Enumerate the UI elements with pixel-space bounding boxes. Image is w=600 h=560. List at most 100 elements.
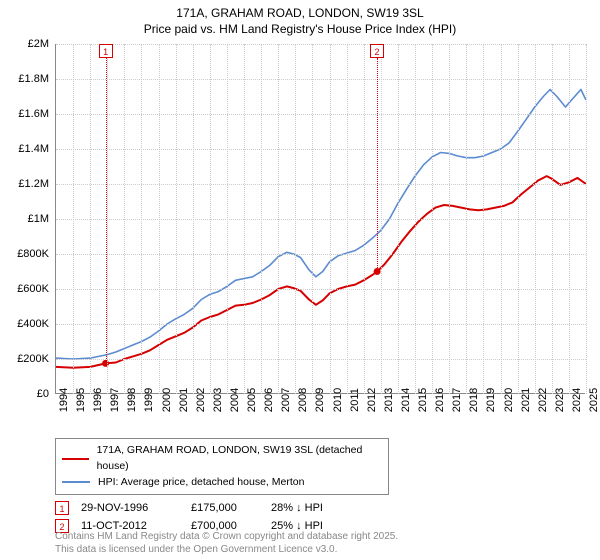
x-axis-label: 2024	[571, 388, 583, 412]
y-gridline	[56, 324, 586, 325]
x-gridline	[432, 44, 433, 394]
y-gridline	[56, 184, 586, 185]
x-axis-label: 2006	[263, 388, 275, 412]
y-axis-label: £800K	[0, 248, 49, 260]
y-gridline	[56, 254, 586, 255]
sale-rows: 129-NOV-1996£175,00028% ↓ HPI211-OCT-201…	[55, 501, 585, 533]
x-axis-label: 2020	[503, 388, 515, 412]
legend-label: HPI: Average price, detached house, Mert…	[98, 475, 304, 491]
x-gridline	[193, 44, 194, 394]
sale-marker-box: 1	[99, 44, 113, 58]
title-block: 171A, GRAHAM ROAD, LONDON, SW19 3SL Pric…	[0, 0, 600, 37]
x-axis-label: 2016	[434, 388, 446, 412]
y-axis-label: £1.6M	[0, 108, 49, 120]
x-gridline	[176, 44, 177, 394]
x-gridline	[552, 44, 553, 394]
x-axis-label: 2007	[280, 388, 292, 412]
x-gridline	[159, 44, 160, 394]
sale-row: 1 29-NOV-1996£175,00028% ↓ HPI	[55, 501, 585, 515]
x-gridline	[107, 44, 108, 394]
x-gridline	[124, 44, 125, 394]
x-gridline	[347, 44, 348, 394]
x-gridline	[449, 44, 450, 394]
x-gridline	[466, 44, 467, 394]
x-gridline	[398, 44, 399, 394]
sale-row-marker: 1	[55, 501, 69, 515]
x-axis-label: 2003	[212, 388, 224, 412]
x-axis-label: 2021	[520, 388, 532, 412]
x-axis-label: 1998	[126, 388, 138, 412]
x-gridline	[90, 44, 91, 394]
legend-row: 171A, GRAHAM ROAD, LONDON, SW19 3SL (det…	[62, 443, 382, 475]
x-gridline	[210, 44, 211, 394]
x-axis-label: 2019	[485, 388, 497, 412]
plot-region: 12	[55, 44, 585, 394]
x-gridline	[312, 44, 313, 394]
x-gridline	[518, 44, 519, 394]
x-axis-label: 2014	[400, 388, 412, 412]
x-axis-label: 2009	[314, 388, 326, 412]
x-axis-label: 2011	[349, 388, 361, 412]
x-gridline	[295, 44, 296, 394]
y-axis-label: £600K	[0, 283, 49, 295]
y-gridline	[56, 79, 586, 80]
x-axis-label: 2000	[161, 388, 173, 412]
legend-row: HPI: Average price, detached house, Mert…	[62, 475, 382, 491]
x-axis-label: 1997	[109, 388, 121, 412]
sale-marker-line	[106, 58, 107, 363]
x-axis-label: 2017	[451, 388, 463, 412]
y-gridline	[56, 114, 586, 115]
footer-attribution: Contains HM Land Registry data © Crown c…	[55, 531, 398, 556]
y-axis-label: £400K	[0, 318, 49, 330]
y-axis-label: £0	[0, 388, 49, 400]
y-axis-label: £1.4M	[0, 143, 49, 155]
x-gridline	[330, 44, 331, 394]
x-axis-label: 2001	[178, 388, 190, 412]
legend-label: 171A, GRAHAM ROAD, LONDON, SW19 3SL (det…	[97, 443, 382, 475]
sale-marker-box: 2	[370, 44, 384, 58]
x-gridline	[415, 44, 416, 394]
series-line-hpi	[56, 90, 586, 360]
chart-area: 12 £0£200K£400K£600K£800K£1M£1.2M£1.4M£1…	[55, 44, 585, 394]
sale-delta: 28% ↓ HPI	[271, 502, 361, 514]
sale-marker-line	[377, 58, 378, 272]
sale-date: 29-NOV-1996	[81, 502, 191, 514]
y-gridline	[56, 359, 586, 360]
x-axis-label: 2013	[383, 388, 395, 412]
x-axis-label: 2018	[468, 388, 480, 412]
x-axis-label: 2023	[554, 388, 566, 412]
title-subtitle: Price paid vs. HM Land Registry's House …	[0, 22, 600, 38]
x-gridline	[483, 44, 484, 394]
x-gridline	[227, 44, 228, 394]
y-gridline	[56, 44, 586, 45]
y-axis-label: £1M	[0, 213, 49, 225]
x-gridline	[244, 44, 245, 394]
x-axis-label: 2022	[537, 388, 549, 412]
x-gridline	[381, 44, 382, 394]
x-axis-label: 2002	[195, 388, 207, 412]
x-gridline	[586, 44, 587, 394]
legend-swatch	[62, 458, 89, 460]
title-address: 171A, GRAHAM ROAD, LONDON, SW19 3SL	[0, 6, 600, 22]
x-axis-label: 2015	[417, 388, 429, 412]
y-axis-label: £2M	[0, 38, 49, 50]
x-gridline	[141, 44, 142, 394]
legend-box: 171A, GRAHAM ROAD, LONDON, SW19 3SL (det…	[55, 438, 389, 495]
x-axis-label: 2004	[229, 388, 241, 412]
x-axis-label: 2012	[366, 388, 378, 412]
x-axis-label: 2005	[246, 388, 258, 412]
legend-swatch	[62, 481, 90, 483]
x-axis-label: 2025	[588, 388, 600, 412]
y-axis-label: £1.2M	[0, 178, 49, 190]
sale-price: £175,000	[191, 502, 271, 514]
y-gridline	[56, 149, 586, 150]
x-axis-label: 1995	[75, 388, 87, 412]
chart-container: 171A, GRAHAM ROAD, LONDON, SW19 3SL Pric…	[0, 0, 600, 560]
x-axis-label: 2010	[332, 388, 344, 412]
legend-and-sales: 171A, GRAHAM ROAD, LONDON, SW19 3SL (det…	[55, 438, 585, 533]
footer-line1: Contains HM Land Registry data © Crown c…	[55, 531, 398, 544]
y-gridline	[56, 219, 586, 220]
x-gridline	[535, 44, 536, 394]
x-gridline	[278, 44, 279, 394]
x-axis-label: 2008	[297, 388, 309, 412]
